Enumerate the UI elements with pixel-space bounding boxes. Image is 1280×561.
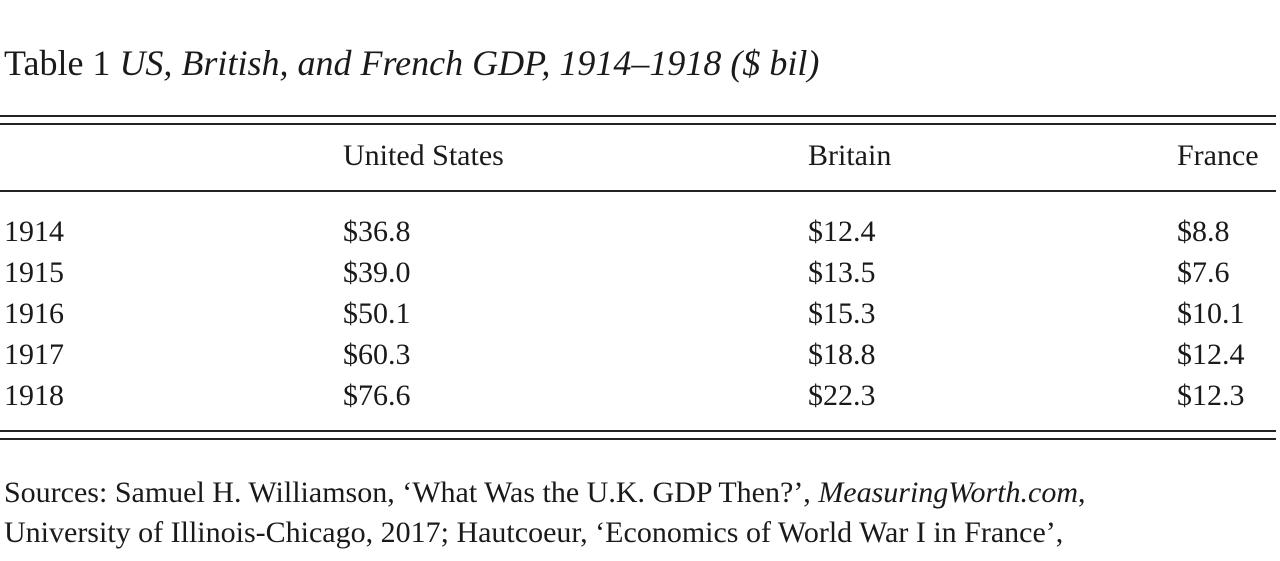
row-year: 1914	[4, 215, 64, 248]
sources-line-1-end: ,	[1078, 476, 1086, 509]
cell-britain: $13.5	[808, 256, 876, 289]
column-header-britain: Britain	[808, 139, 892, 172]
row-year: 1915	[4, 256, 64, 289]
cell-united-states: $60.3	[343, 338, 411, 371]
column-header-united-states: United States	[343, 139, 504, 172]
cell-france: $8.8	[1177, 215, 1230, 248]
cell-france: $12.3	[1177, 379, 1245, 412]
cell-united-states: $39.0	[343, 256, 411, 289]
table-title: US, British, and French GDP, 1914–1918 (…	[119, 43, 820, 83]
sources-line-1-site: MeasuringWorth.com	[818, 476, 1079, 509]
cell-britain: $12.4	[808, 215, 876, 248]
cell-france: $10.1	[1177, 297, 1245, 330]
bottom-rule-lower	[0, 438, 1276, 440]
top-rule-upper	[0, 115, 1276, 117]
cell-united-states: $36.8	[343, 215, 411, 248]
sources-line-1: Sources: Samuel H. Williamson, ‘What Was…	[4, 473, 1276, 513]
table-label: Table 1	[4, 43, 111, 83]
cell-united-states: $76.6	[343, 379, 411, 412]
cell-britain: $18.8	[808, 338, 876, 371]
sources-line-1-text: Sources: Samuel H. Williamson, ‘What Was…	[4, 476, 819, 509]
column-header-france: France	[1177, 139, 1259, 172]
sources-line-2: University of Illinois-Chicago, 2017; Ha…	[4, 516, 1064, 549]
table-caption: Table 1 US, British, and French GDP, 191…	[4, 38, 819, 88]
top-rule-lower	[0, 123, 1276, 125]
header-rule	[0, 190, 1276, 192]
sources-note: Sources: Samuel H. Williamson, ‘What Was…	[4, 473, 1276, 553]
row-year: 1916	[4, 297, 64, 330]
row-year: 1918	[4, 379, 64, 412]
cell-united-states: $50.1	[343, 297, 411, 330]
row-year: 1917	[4, 338, 64, 371]
cell-britain: $22.3	[808, 379, 876, 412]
cell-france: $7.6	[1177, 256, 1230, 289]
cell-britain: $15.3	[808, 297, 876, 330]
cell-france: $12.4	[1177, 338, 1245, 371]
bottom-rule-upper	[0, 430, 1276, 432]
